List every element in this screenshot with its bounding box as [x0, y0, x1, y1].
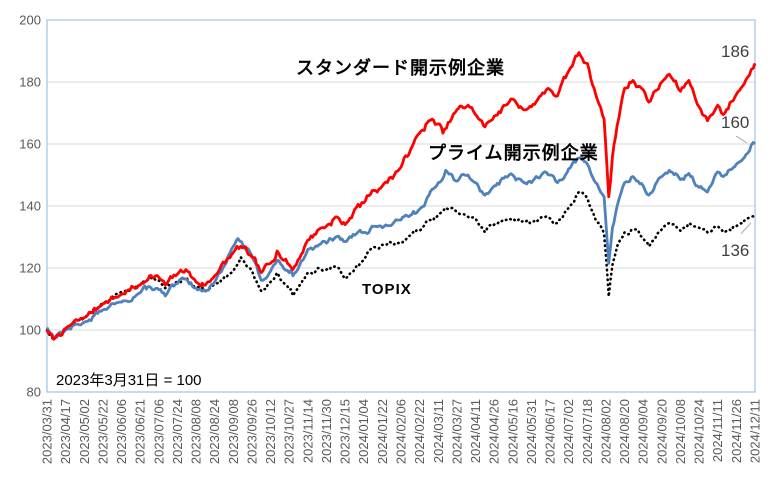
- x-axis-tick-label: 2024/11/11: [710, 399, 725, 462]
- series-label-prime: プライム開示例企業: [428, 143, 599, 163]
- x-axis-tick-label: 2024/11/26: [729, 399, 744, 463]
- x-axis-tick-label: 2023/06/21: [133, 399, 148, 464]
- x-axis-tick-label: 2024/06/17: [543, 399, 558, 464]
- x-axis-tick-label: 2023/07/24: [170, 399, 185, 464]
- x-axis-tick-label: 2023/11/30: [319, 399, 334, 463]
- x-axis-tick-label: 2023/05/02: [77, 399, 92, 464]
- y-axis-tick-label: 80: [27, 385, 41, 400]
- x-axis-tick-label: 2024/08/20: [617, 399, 632, 464]
- x-axis-tick-label: 2023/08/24: [207, 399, 222, 464]
- x-axis-tick-label: 2024/07/02: [561, 399, 576, 464]
- x-axis-tick-label: 2024/12/11: [748, 399, 763, 463]
- x-axis-tick-label: 2024/01/22: [375, 399, 390, 464]
- y-axis-tick-label: 140: [19, 199, 41, 214]
- y-axis-tick-label: 180: [19, 75, 41, 90]
- x-axis-tick-label: 2023/11/14: [300, 399, 315, 463]
- leader-line-topix: [740, 222, 752, 235]
- y-axis-tick-label: 200: [19, 13, 41, 28]
- series-path-prime: [45, 141, 756, 339]
- x-axis-tick-label: 2024/01/04: [356, 399, 371, 464]
- x-axis-tick-label: 2023/08/08: [189, 399, 204, 464]
- x-axis-tick-label: 2024/03/11: [431, 399, 446, 463]
- end-value-prime: 160: [721, 113, 750, 132]
- series-path-standard: [45, 51, 757, 341]
- x-axis-tick-label: 2023/03/31: [40, 399, 55, 464]
- base-date-note: 2023年3月31日 = 100: [56, 372, 202, 389]
- x-axis-tick-label: 2024/04/26: [487, 399, 502, 464]
- x-axis-tick-label: 2024/02/22: [412, 399, 427, 464]
- x-axis-tick-label: 2023/04/17: [58, 399, 73, 464]
- end-value-topix: 136: [721, 241, 750, 260]
- x-axis-tick-label: 2024/07/18: [580, 399, 595, 464]
- x-axis-tick-label: 2024/05/16: [505, 399, 520, 464]
- x-axis-tick-label: 2023/09/08: [226, 399, 241, 464]
- x-axis-tick-label: 2023/10/12: [263, 399, 278, 464]
- x-axis-tick-label: 2024/10/24: [692, 399, 707, 464]
- y-axis-tick-label: 120: [19, 261, 41, 276]
- x-axis-tick-label: 2024/09/04: [636, 399, 651, 464]
- series-path-topix: [45, 190, 757, 340]
- x-axis-tick-label: 2023/05/22: [95, 399, 110, 464]
- x-axis-tick-label: 2024/05/31: [524, 399, 539, 464]
- x-axis-tick-label: 2024/08/02: [598, 399, 613, 464]
- series-label-topix: TOPIX: [362, 281, 412, 298]
- x-axis-tick-label: 2023/07/06: [151, 399, 166, 464]
- series-label-standard: スタンダード開示例企業: [296, 58, 505, 78]
- leader-line-prime: [735, 135, 748, 144]
- end-value-standard: 186: [721, 42, 750, 61]
- x-axis-tick-label: 2023/12/15: [338, 399, 353, 464]
- x-axis-tick-label: 2024/09/20: [654, 399, 669, 464]
- x-axis-tick-label: 2023/06/06: [114, 399, 129, 464]
- x-axis-tick-label: 2024/02/06: [394, 399, 409, 464]
- x-axis-tick-label: 2024/10/08: [673, 399, 688, 464]
- x-axis-tick-label: 2023/09/26: [244, 399, 259, 464]
- x-axis-tick-label: 2024/04/11: [468, 399, 483, 463]
- y-axis-tick-label: 100: [19, 323, 41, 338]
- y-axis-tick-label: 160: [19, 137, 41, 152]
- x-axis-tick-label: 2023/10/27: [282, 399, 297, 464]
- x-axis-tick-label: 2024/03/27: [449, 399, 464, 464]
- plot-border: [46, 19, 756, 393]
